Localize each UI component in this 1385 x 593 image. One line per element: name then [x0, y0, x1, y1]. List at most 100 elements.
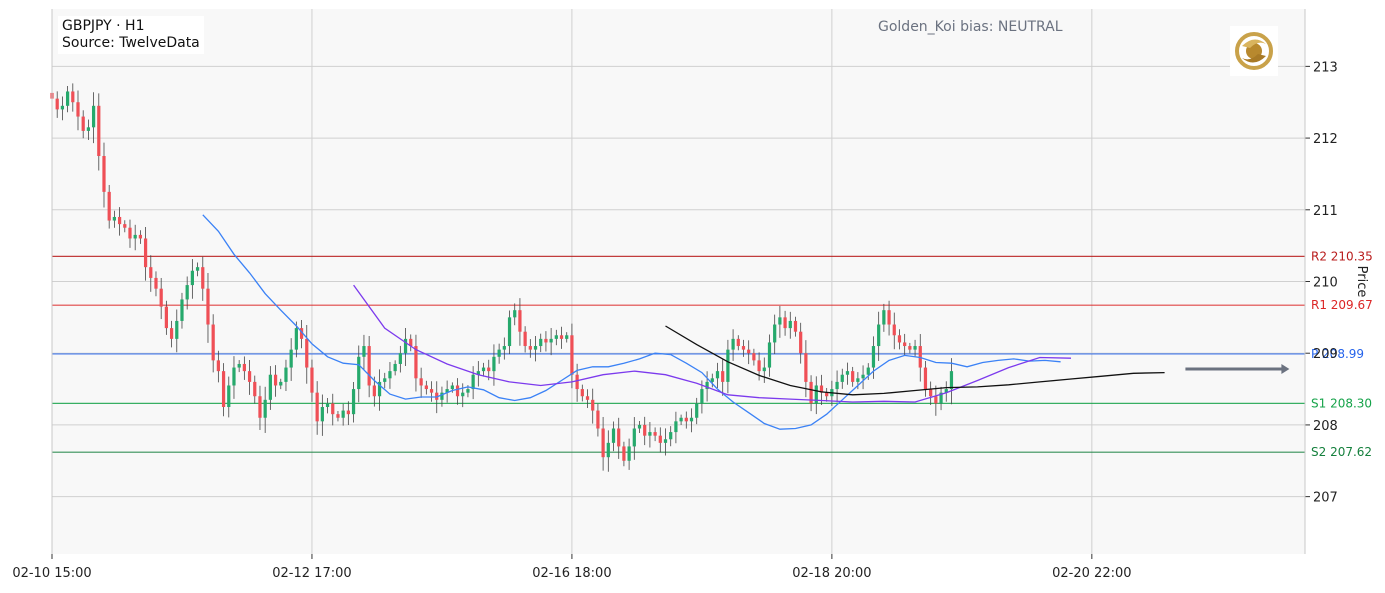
level-label-s2: S2 207.62 [1311, 445, 1372, 459]
candle-bear [903, 342, 907, 347]
candle-bear [585, 396, 590, 400]
candle-bull [461, 392, 465, 397]
chart-source: Source: TwelveData [62, 35, 200, 51]
candle-bull [648, 432, 652, 436]
candle-bull [939, 392, 943, 404]
candle-bull [268, 374, 272, 400]
x-tick-label: 02-18 20:00 [792, 566, 871, 581]
candle-bull [227, 385, 231, 407]
candle-bear [752, 353, 756, 361]
y-tick-label: 212 [1313, 132, 1338, 147]
ma-line-2 [353, 284, 1072, 403]
candle-bull [341, 410, 345, 418]
candle-bull [877, 324, 881, 347]
candle-bull [871, 346, 876, 368]
candle-bear [653, 432, 657, 436]
candle-bear [736, 338, 740, 347]
candle-bear [923, 367, 928, 390]
level-label-p: P 208.99 [1311, 347, 1364, 361]
candle-bear [897, 335, 902, 343]
x-tick-label: 02-10 15:00 [12, 566, 91, 581]
candle-bear [253, 381, 257, 397]
candle-bear [518, 310, 522, 332]
candle-bear [825, 392, 829, 397]
candle-bear [429, 389, 434, 393]
candle-bear [216, 360, 220, 372]
candle-bear [97, 105, 101, 157]
candle-bull [112, 216, 117, 221]
candle-bull [362, 346, 366, 357]
candle-bear [55, 98, 59, 110]
candle-bull [497, 349, 501, 357]
candle-bear [247, 371, 252, 382]
candle-bear [487, 367, 491, 372]
candle-bear [149, 267, 153, 278]
chart-info-box: GBPJPY · H1 Source: TwelveData [58, 16, 204, 54]
candle-bull [549, 338, 553, 343]
candle-bull [726, 349, 730, 382]
y-axis-title: Price [1354, 266, 1369, 298]
candle-bear [76, 102, 80, 117]
candle-bear [851, 371, 855, 382]
candle-bear [346, 410, 350, 415]
candle-bull [715, 371, 720, 379]
candle-bull [383, 378, 387, 382]
candle-bear [201, 267, 205, 289]
candle-bull [180, 299, 184, 321]
candle-bear [809, 381, 813, 404]
candle-bull [861, 374, 865, 379]
candle-bear [169, 328, 174, 339]
candle-bull [351, 389, 356, 415]
candle-bull [377, 381, 382, 397]
candle-bull [86, 127, 91, 131]
candle-bear [799, 331, 803, 354]
candle-bull [263, 399, 267, 418]
candle-bear [315, 392, 319, 422]
candle-bear [741, 346, 746, 350]
candle-bull [835, 381, 839, 390]
candle-bull [565, 335, 569, 339]
candle-bear [622, 446, 626, 461]
candle-bear [747, 349, 751, 354]
candle-bear [336, 414, 340, 418]
candle-bull [237, 363, 241, 368]
ma-line-1 [202, 214, 1061, 430]
candle-bear [757, 360, 761, 372]
candle-bear [643, 424, 647, 436]
candle-bear [419, 378, 423, 386]
candle-bull [450, 385, 454, 390]
y-tick-label: 208 [1313, 419, 1338, 434]
candle-bear [617, 428, 621, 447]
candle-bull [731, 338, 735, 350]
candle-bear [929, 389, 933, 397]
candle-bear [107, 191, 111, 221]
candle-bear [591, 399, 595, 411]
candle-bull [357, 356, 361, 390]
candle-bull [845, 371, 850, 375]
candle-bear [435, 392, 439, 400]
candle-bull [502, 346, 506, 350]
candle-bear [221, 371, 226, 407]
y-tick-label: 213 [1313, 60, 1338, 75]
candle-bull [840, 374, 844, 382]
candle-bull [289, 349, 293, 368]
level-label-r1: R1 209.67 [1311, 298, 1373, 312]
candle-bear [143, 238, 148, 268]
candle-bear [721, 371, 725, 382]
candle-bear [117, 216, 122, 225]
moving-averages [202, 214, 1165, 430]
candle-bull [778, 317, 782, 325]
candle-bear [544, 338, 548, 343]
candle-bull [533, 346, 538, 350]
candle-bear [658, 435, 662, 443]
bias-label: Golden_Koi bias: NEUTRAL [878, 19, 1063, 35]
candle-bear [934, 396, 938, 404]
candle-bull [679, 417, 683, 422]
candle-bear [559, 335, 564, 339]
candle-bull [320, 406, 324, 422]
candle-bull [284, 367, 288, 382]
candle-bear [819, 385, 824, 393]
candle-bull [403, 338, 408, 354]
candle-bull [762, 367, 766, 372]
logo-koi-tail [1242, 54, 1266, 63]
